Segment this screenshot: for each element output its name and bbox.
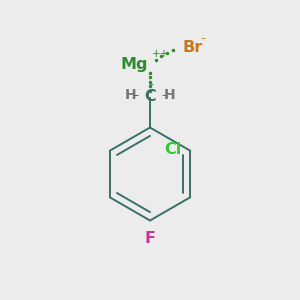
Text: Mg: Mg xyxy=(121,57,148,72)
Text: –: – xyxy=(161,89,168,103)
Text: H: H xyxy=(125,88,136,102)
Text: C: C xyxy=(144,88,156,104)
Text: ++: ++ xyxy=(152,49,169,59)
Text: H: H xyxy=(164,88,175,102)
Text: Cl: Cl xyxy=(164,142,181,157)
Text: Br: Br xyxy=(183,40,203,56)
Text: F: F xyxy=(145,231,155,246)
Text: –: – xyxy=(132,89,139,103)
Text: –: – xyxy=(201,33,206,43)
Text: –: – xyxy=(149,80,154,89)
